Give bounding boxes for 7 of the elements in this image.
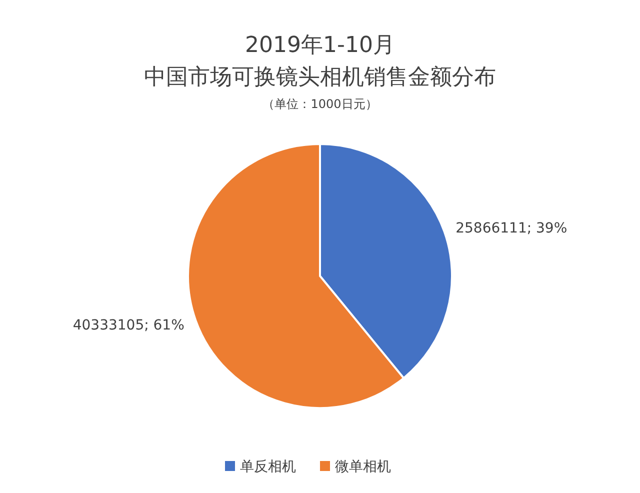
legend-label: 单反相机 [240, 458, 296, 475]
data-label: 40333105; 61% [72, 317, 184, 334]
chart-subtitle: 中国市场可换镜头相机销售金额分布 [144, 65, 496, 90]
legend-label: 微单相机 [335, 458, 391, 475]
text: （单位：1000日元） [262, 97, 378, 111]
data-label: 25866111; 39% [456, 220, 568, 236]
chart-title: 2019年1-10月 [245, 33, 395, 58]
